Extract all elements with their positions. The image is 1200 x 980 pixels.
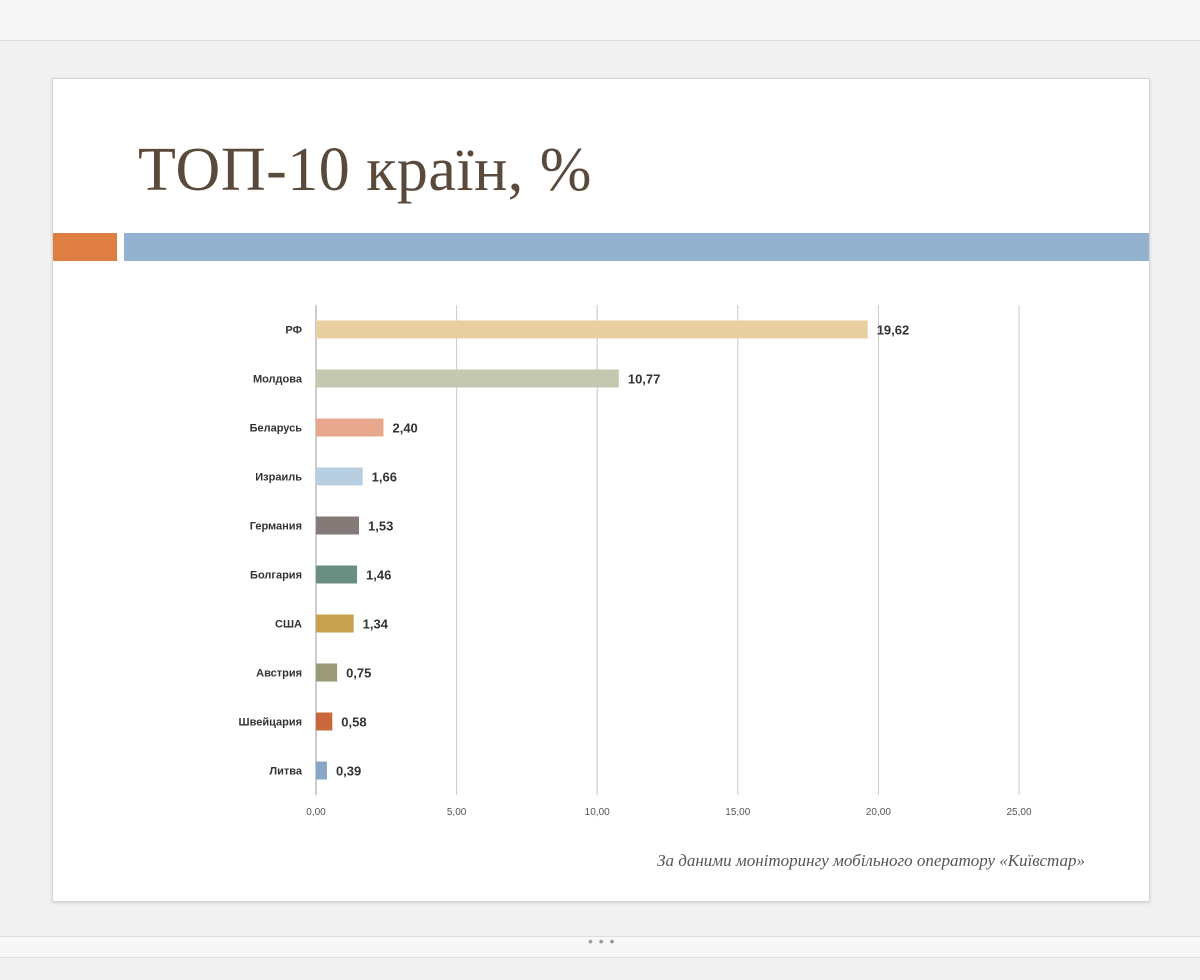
- data-label: 10,77: [628, 372, 661, 387]
- bar: [316, 761, 327, 780]
- data-label: 0,75: [346, 666, 371, 681]
- category-label: США: [275, 619, 302, 631]
- bar-chart: 0,00 5,00 10,00 15,00 20,00 25,00 РФ 19,62 Молдо…: [239, 305, 1032, 818]
- bar: [316, 516, 360, 535]
- bar: [316, 663, 338, 682]
- presentation-slide: ТОП-10 країн, % 0,00 5,00 10,00 15,00 20,00 2…: [52, 78, 1150, 902]
- x-tick-label: 0,00: [306, 807, 326, 818]
- more-dots-icon[interactable]: • • •: [588, 933, 616, 949]
- source-note: За даними моніторингу мобільного операто…: [657, 851, 1085, 870]
- category-label: Германия: [250, 521, 302, 533]
- x-tick-label: 20,00: [866, 807, 891, 818]
- top-toolbar: [0, 0, 1200, 41]
- data-label: 1,53: [368, 519, 393, 534]
- bar: [316, 418, 384, 437]
- data-label: 1,34: [363, 617, 389, 632]
- bar: [316, 614, 354, 633]
- data-label: 2,40: [392, 421, 417, 436]
- data-label: 1,66: [372, 470, 397, 485]
- category-label: Болгария: [250, 570, 302, 582]
- x-tick-label: 5,00: [447, 807, 467, 818]
- data-label: 0,39: [336, 764, 361, 779]
- accent-bar-blue: [124, 233, 1149, 261]
- slide-title: ТОП-10 країн, %: [138, 136, 592, 204]
- x-tick-label: 15,00: [725, 807, 750, 818]
- category-label: Австрия: [256, 668, 302, 680]
- data-label: 0,58: [341, 715, 366, 730]
- bottom-panel: [0, 936, 1200, 958]
- category-label: РФ: [285, 325, 302, 337]
- data-label: 1,46: [366, 568, 391, 583]
- category-label: Беларусь: [250, 423, 303, 435]
- bar: [316, 467, 363, 486]
- bar: [316, 320, 868, 339]
- data-label: 19,62: [877, 323, 910, 338]
- category-label: Молдова: [253, 374, 303, 386]
- x-tick-label: 10,00: [585, 807, 610, 818]
- bar: [316, 565, 358, 584]
- category-label: Швейцария: [239, 717, 302, 729]
- category-label: Литва: [269, 766, 302, 778]
- x-tick-label: 25,00: [1006, 807, 1031, 818]
- bar: [316, 712, 333, 731]
- bar: [316, 369, 619, 388]
- category-label: Израиль: [255, 472, 302, 484]
- accent-bar-orange: [53, 233, 117, 261]
